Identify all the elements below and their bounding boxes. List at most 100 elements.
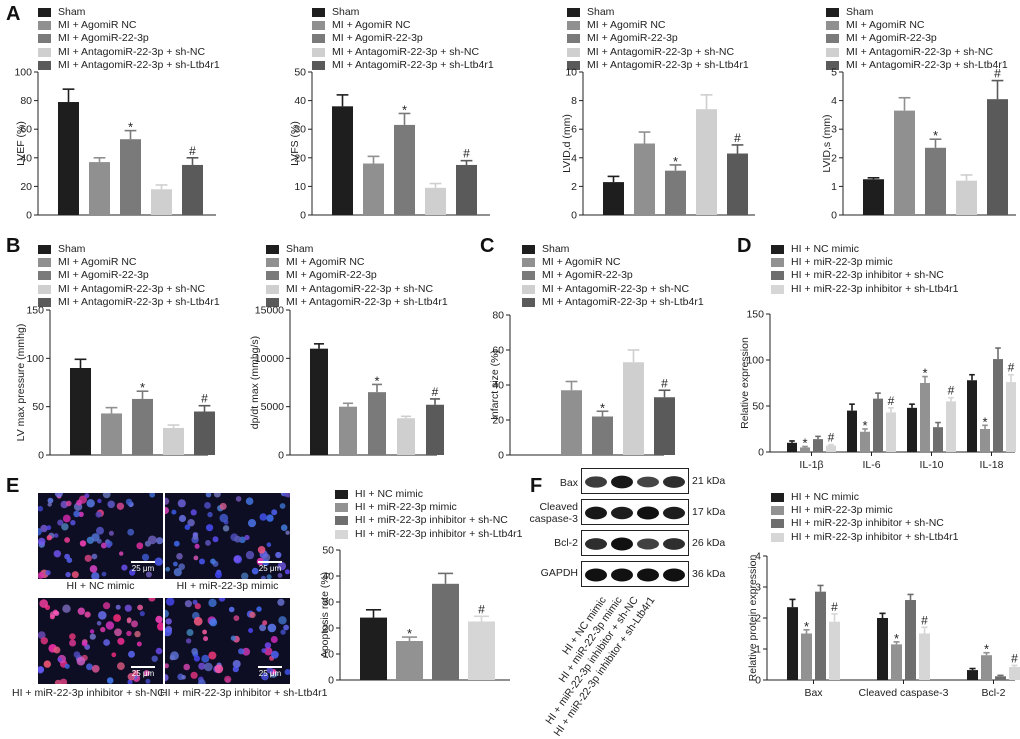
wb-band: [611, 475, 633, 489]
legend-swatch: [38, 271, 51, 281]
chart-lvef: 0 20 40 60 80 100 LVEF (%) * #: [14, 67, 216, 222]
panel-label-c: C: [480, 235, 495, 257]
legend-swatch: [567, 60, 580, 70]
cell-nucleus: [97, 498, 102, 504]
cell-nucleus: [84, 611, 91, 618]
cell-nucleus: [126, 630, 132, 637]
cell-nucleus: [38, 537, 46, 546]
cell-nucleus: [165, 609, 169, 618]
legend-swatch: [826, 60, 839, 70]
y-axis-label: LVFS (%): [289, 121, 301, 166]
legend-swatch: [38, 297, 51, 307]
cell-nucleus: [266, 574, 272, 579]
cell-nucleus: [271, 650, 279, 659]
legend-d: HI + NC mimic HI + miR-22-3p mimic HI + mi…: [771, 243, 959, 296]
legend-label: HI + NC mimic: [355, 488, 423, 500]
cell-nucleus: [177, 499, 186, 508]
legend-label: MI + AntagomiR-22-3p + sh-NC: [587, 45, 735, 58]
x-tick-label: IL-10: [920, 459, 944, 471]
cell-nucleus: [191, 648, 198, 655]
cell-nucleus: [40, 524, 48, 533]
cell-nucleus: [38, 505, 44, 512]
y-tick-label: 10: [565, 67, 577, 79]
axes: 0 5000 10000 15000 dp/dt max (mmhg/s): [249, 305, 437, 462]
legend-entry: HI + miR-22-3p inhibitor + sh-NC: [771, 269, 959, 282]
cell-nucleus: [259, 624, 267, 632]
significance-star: *: [894, 631, 899, 646]
bar: [919, 633, 930, 680]
scale-bar: 25 μm: [258, 666, 282, 678]
legend-swatch: [38, 8, 51, 18]
significance-hash: #: [921, 613, 928, 627]
y-tick-label: 0: [328, 675, 334, 687]
wb-band: [611, 568, 633, 582]
y-tick-label: 30: [294, 124, 306, 136]
bar: [360, 617, 387, 680]
significance-hash: #: [888, 394, 895, 408]
legend-entry: MI + AgomiR-22-3p: [826, 32, 1008, 45]
cell-nucleus: [126, 619, 132, 624]
cell-nucleus: [280, 524, 288, 531]
bar: [456, 164, 477, 215]
y-tick-label: 60: [20, 124, 32, 136]
cell-nucleus: [261, 648, 267, 653]
legend-swatch: [771, 532, 784, 542]
cell-nucleus: [247, 519, 257, 528]
legend-swatch: [335, 490, 348, 500]
micrograph-caption: HI + miR-22-3p inhibitor + sh-Ltb4r1: [160, 687, 328, 699]
legend-swatch: [522, 245, 535, 255]
cell-nucleus: [45, 570, 51, 576]
bar: [603, 182, 624, 215]
legend-label: Sham: [846, 6, 874, 18]
cell-nucleus: [106, 677, 114, 684]
wb-band: [611, 506, 633, 520]
legend-swatch: [335, 503, 348, 513]
legend-swatch: [826, 8, 839, 18]
cell-nucleus: [91, 553, 98, 560]
cell-nucleus: [165, 627, 172, 637]
cell-nucleus: [209, 618, 218, 627]
legend-entry: MI + AgomiR-22-3p: [266, 269, 448, 282]
y-tick-label: 100: [14, 67, 32, 79]
legend-label: HI + miR-22-3p mimic: [355, 501, 457, 514]
cell-nucleus: [38, 631, 46, 639]
legend-a4: Sham MI + AgomiR NC MI + AgomiR-22-3p MI + …: [826, 6, 1008, 72]
legend-swatch: [266, 297, 279, 307]
scale-bar: 25 μm: [131, 666, 155, 678]
cell-nucleus: [77, 607, 85, 615]
scale-bar: 25 μm: [131, 561, 155, 573]
wb-size-label: 21 kDa: [692, 475, 726, 487]
panel-label-a: A: [6, 3, 21, 25]
cell-nucleus: [186, 629, 194, 636]
cell-nucleus: [190, 671, 198, 679]
wb-blot-gapdh: [581, 561, 689, 587]
cell-nucleus: [266, 666, 274, 674]
x-tick-label: IL-1β: [799, 459, 823, 471]
cell-nucleus: [184, 600, 192, 608]
y-tick-label: 0: [755, 675, 761, 687]
chart-apoptosis-rate: 0 10 20 30 40 50 Apoptosis rate (%) * #: [319, 545, 510, 687]
legend-entry: MI + AntagomiR-22-3p + sh-NC: [567, 46, 749, 59]
legend-swatch: [312, 60, 325, 70]
legend-label: MI + AgomiR NC: [58, 19, 137, 32]
bar: [933, 427, 943, 452]
wb-band: [663, 538, 685, 550]
cell-nucleus: [76, 656, 86, 666]
legend-e: HI + NC mimic HI + miR-22-3p mimic HI + mi…: [335, 488, 523, 541]
legend-label: MI + AgomiR-22-3p: [332, 32, 423, 45]
bar: [363, 163, 384, 215]
cell-nucleus: [270, 636, 278, 643]
significance-hash: #: [1008, 361, 1015, 375]
significance-star: *: [374, 373, 379, 388]
cell-nucleus: [202, 629, 207, 635]
legend-label: MI + AntagomiR-22-3p + sh-Ltb4r1: [58, 295, 220, 308]
legend-label: MI + AgomiR-22-3p: [542, 269, 633, 282]
cell-nucleus: [125, 498, 133, 506]
legend-entry: HI + miR-22-3p mimic: [771, 256, 959, 269]
wb-blot-caspase: [581, 499, 689, 525]
cell-nucleus: [171, 509, 177, 515]
cell-nucleus: [148, 598, 156, 602]
bar: [815, 591, 826, 680]
legend-label: MI + AgomiR-22-3p: [587, 32, 678, 45]
cell-nucleus: [267, 623, 277, 633]
